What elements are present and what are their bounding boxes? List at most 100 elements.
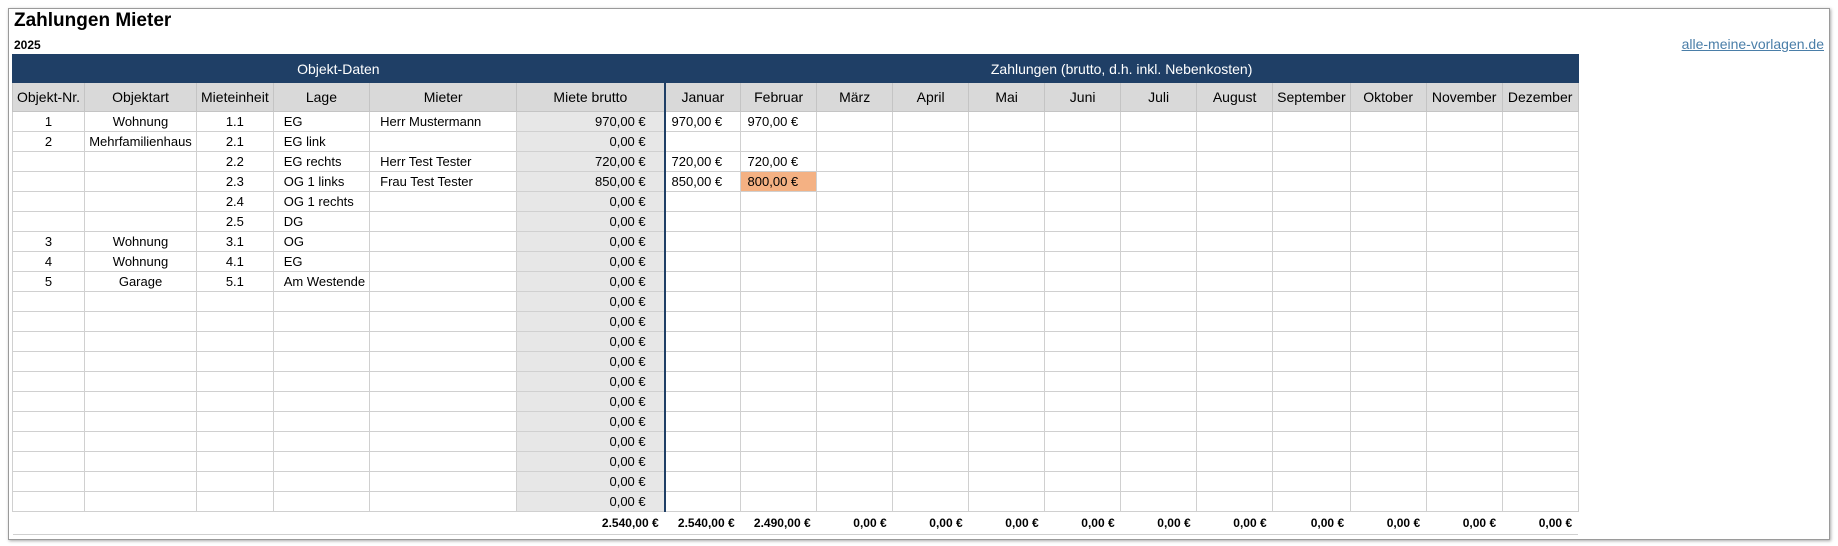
table-cell[interactable] xyxy=(892,231,970,252)
table-cell[interactable] xyxy=(369,391,518,412)
table-cell[interactable] xyxy=(1425,291,1503,312)
table-cell[interactable] xyxy=(1501,391,1579,412)
table-cell[interactable] xyxy=(740,131,818,152)
table-cell[interactable]: Wohnung xyxy=(84,231,198,252)
table-cell[interactable] xyxy=(272,471,371,492)
table-cell[interactable] xyxy=(816,151,894,172)
table-cell[interactable] xyxy=(1501,431,1579,452)
table-cell[interactable] xyxy=(196,311,274,332)
table-cell[interactable] xyxy=(11,291,86,312)
table-cell[interactable] xyxy=(664,191,742,212)
table-cell[interactable] xyxy=(1120,191,1198,212)
table-cell[interactable]: EG xyxy=(272,251,371,272)
table-cell[interactable] xyxy=(892,271,970,292)
table-cell[interactable] xyxy=(816,231,894,252)
table-cell[interactable] xyxy=(11,191,86,212)
table-cell[interactable] xyxy=(892,311,970,332)
table-cell[interactable]: 970,00 € xyxy=(516,111,666,132)
table-cell[interactable] xyxy=(968,151,1046,172)
table-cell[interactable] xyxy=(84,491,198,512)
table-cell[interactable] xyxy=(1120,291,1198,312)
table-cell[interactable] xyxy=(1044,391,1122,412)
table-cell[interactable] xyxy=(892,111,970,132)
table-cell[interactable] xyxy=(816,191,894,212)
table-cell[interactable] xyxy=(272,351,371,372)
table-cell[interactable] xyxy=(1196,251,1274,272)
table-cell[interactable] xyxy=(1120,231,1198,252)
table-cell[interactable] xyxy=(11,431,86,452)
table-cell[interactable] xyxy=(816,451,894,472)
table-cell[interactable] xyxy=(1196,111,1274,132)
table-cell[interactable] xyxy=(892,251,970,272)
table-cell[interactable] xyxy=(1044,351,1122,372)
table-cell[interactable] xyxy=(1349,231,1427,252)
table-cell[interactable] xyxy=(740,351,818,372)
table-cell[interactable] xyxy=(968,311,1046,332)
table-cell[interactable] xyxy=(1120,271,1198,292)
table-cell[interactable] xyxy=(892,351,970,372)
table-cell[interactable] xyxy=(816,371,894,392)
table-cell[interactable] xyxy=(1196,171,1274,192)
table-cell[interactable] xyxy=(1272,451,1351,472)
table-cell[interactable] xyxy=(1501,171,1579,192)
table-cell[interactable] xyxy=(1272,291,1351,312)
table-cell[interactable] xyxy=(84,351,198,372)
table-cell[interactable] xyxy=(664,131,742,152)
table-cell[interactable]: 2.3 xyxy=(196,171,274,192)
table-cell[interactable]: 5 xyxy=(11,271,86,292)
table-cell[interactable] xyxy=(11,211,86,232)
table-cell[interactable] xyxy=(1196,291,1274,312)
table-cell[interactable] xyxy=(84,191,198,212)
table-cell[interactable] xyxy=(1044,271,1122,292)
table-cell[interactable] xyxy=(1501,131,1579,152)
table-cell[interactable] xyxy=(1196,471,1274,492)
table-cell[interactable] xyxy=(196,411,274,432)
table-cell[interactable] xyxy=(816,311,894,332)
table-cell[interactable] xyxy=(1044,451,1122,472)
table-cell[interactable] xyxy=(11,331,86,352)
table-cell[interactable] xyxy=(1349,391,1427,412)
table-cell[interactable] xyxy=(968,131,1046,152)
table-cell[interactable] xyxy=(1349,191,1427,212)
table-cell[interactable] xyxy=(1196,331,1274,352)
table-cell[interactable] xyxy=(1272,111,1351,132)
table-cell[interactable] xyxy=(84,471,198,492)
table-cell[interactable] xyxy=(1120,251,1198,272)
table-cell[interactable] xyxy=(1120,451,1198,472)
table-cell[interactable] xyxy=(1501,411,1579,432)
table-cell[interactable]: 2.4 xyxy=(196,191,274,212)
table-cell[interactable] xyxy=(1196,391,1274,412)
table-cell[interactable] xyxy=(84,431,198,452)
table-cell[interactable] xyxy=(740,311,818,332)
table-cell[interactable] xyxy=(1196,351,1274,372)
table-cell[interactable] xyxy=(968,211,1046,232)
table-cell[interactable] xyxy=(1272,331,1351,352)
table-cell[interactable] xyxy=(11,491,86,512)
table-cell[interactable] xyxy=(1501,471,1579,492)
table-cell[interactable] xyxy=(740,271,818,292)
table-cell[interactable] xyxy=(740,191,818,212)
table-cell[interactable] xyxy=(892,431,970,452)
table-cell[interactable] xyxy=(740,211,818,232)
table-cell[interactable] xyxy=(11,311,86,332)
table-cell[interactable] xyxy=(1425,471,1503,492)
table-cell[interactable] xyxy=(1501,351,1579,372)
table-cell[interactable] xyxy=(968,471,1046,492)
table-cell[interactable] xyxy=(196,351,274,372)
table-cell[interactable] xyxy=(369,491,518,512)
table-cell[interactable]: 3 xyxy=(11,231,86,252)
table-cell[interactable]: EG xyxy=(272,111,371,132)
table-cell[interactable] xyxy=(11,411,86,432)
table-cell[interactable] xyxy=(664,491,742,512)
table-cell[interactable] xyxy=(369,311,518,332)
table-cell[interactable] xyxy=(272,331,371,352)
table-cell[interactable] xyxy=(1196,411,1274,432)
table-cell[interactable]: 850,00 € xyxy=(664,171,742,192)
table-cell[interactable] xyxy=(816,211,894,232)
table-cell[interactable] xyxy=(1501,291,1579,312)
table-cell[interactable]: 0,00 € xyxy=(516,291,666,312)
table-cell[interactable]: 0,00 € xyxy=(516,191,666,212)
table-cell[interactable] xyxy=(1349,311,1427,332)
table-cell[interactable] xyxy=(1501,311,1579,332)
table-cell[interactable] xyxy=(369,271,518,292)
